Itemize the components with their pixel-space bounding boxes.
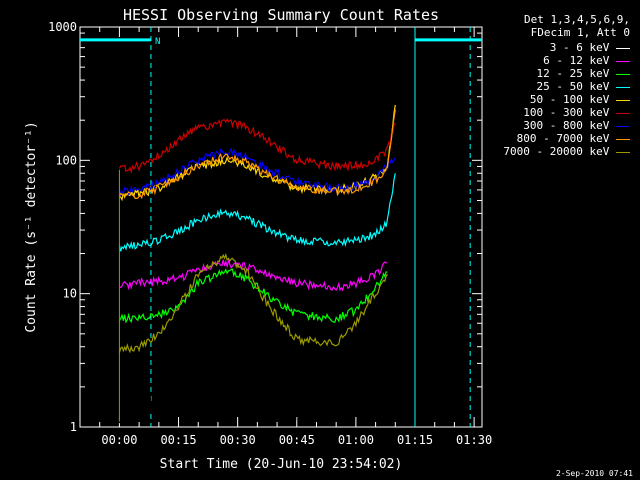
y-axis-ticks: 1 10 100 1000: [48, 20, 482, 434]
series-line: [118, 173, 396, 252]
series-line: [118, 252, 388, 354]
legend-header-2: FDecim 1, Att 0: [530, 26, 630, 39]
legend-label: 100 - 300 keV: [523, 106, 616, 119]
legend-swatch: [616, 151, 630, 153]
series-line: [119, 258, 388, 292]
legend-label: 3 - 6 keV: [549, 41, 616, 54]
attenuator-overlay: N: [80, 27, 482, 427]
legend-item: 25 - 50 keV: [537, 81, 630, 92]
legend-item: 12 - 25 keV: [537, 68, 630, 79]
legend-item: 100 - 300 keV: [523, 107, 630, 118]
legend-label: 6 - 12 keV: [543, 54, 616, 67]
y-tick-label: 100: [55, 153, 77, 167]
x-tick-label: 01:30: [456, 433, 492, 447]
legend-swatch: [616, 112, 630, 114]
legend-swatch: [616, 73, 630, 75]
x-tick-label: 01:00: [338, 433, 374, 447]
y-tick-label: 1: [70, 420, 77, 434]
x-tick-label: 00:30: [220, 433, 256, 447]
x-tick-label: 01:15: [397, 433, 433, 447]
legend-label: 7000 - 20000 keV: [503, 145, 616, 158]
legend-swatch: [616, 99, 630, 101]
series-line: [118, 104, 396, 202]
legend-swatch: [616, 60, 630, 62]
x-tick-label: 00:15: [160, 433, 196, 447]
y-tick-label: 10: [63, 287, 77, 301]
legend-label: 12 - 25 keV: [536, 67, 616, 80]
series-line: [118, 109, 396, 200]
legend-item: 6 - 12 keV: [543, 55, 630, 66]
legend-swatch: [616, 47, 630, 49]
legend-swatch: [616, 86, 630, 88]
legend-label: 25 - 50 keV: [536, 80, 616, 93]
legend-item: 800 - 7000 keV: [517, 133, 630, 144]
plot-frame: [79, 26, 483, 428]
y-tick-label: 1000: [48, 20, 77, 34]
series-lines: [118, 104, 396, 424]
overlay-letter: N: [155, 37, 160, 47]
legend-item: 7000 - 20000 keV: [503, 146, 630, 157]
series-line: [118, 268, 388, 324]
legend-label: 300 - 800 keV: [523, 119, 616, 132]
timestamp: 2-Sep-2010 07:41: [556, 469, 633, 478]
y-axis-label: Count Rate (s⁻¹ detector⁻¹): [24, 121, 39, 332]
chart-title: HESSI Observing Summary Count Rates: [123, 6, 439, 24]
legend-item: 300 - 800 keV: [523, 120, 630, 131]
legend-header-1: Det 1,3,4,5,6,9,: [524, 13, 630, 26]
legend-label: 50 - 100 keV: [529, 93, 616, 106]
x-tick-label: 00:45: [279, 433, 315, 447]
legend-swatch: [616, 125, 630, 127]
legend-swatch: [616, 138, 630, 140]
legend-item: 3 - 6 keV: [550, 42, 630, 53]
legend-item: 50 - 100 keV: [530, 94, 630, 105]
series-line: [118, 118, 396, 174]
legend-label: 800 - 7000 keV: [516, 132, 616, 145]
x-axis-ticks: 00:00 00:15 00:30 00:45 01:00 01:15 01:30: [99, 27, 492, 447]
series-line: [118, 301, 385, 424]
x-axis-label: Start Time (20-Jun-10 23:54:02): [160, 457, 403, 472]
x-tick-label: 00:00: [101, 433, 137, 447]
